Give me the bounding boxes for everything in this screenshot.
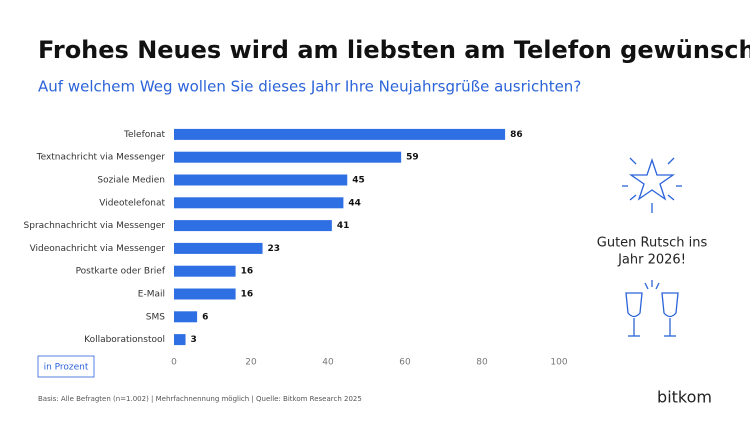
bar: [174, 197, 344, 209]
value-label: 59: [406, 153, 419, 163]
category-label: E-Mail: [138, 290, 165, 300]
bar: [174, 288, 236, 300]
x-tick-label: 0: [171, 358, 177, 368]
logo: bitkom: [657, 388, 712, 407]
value-label: 23: [268, 244, 281, 254]
bar: [174, 334, 186, 346]
category-label: Textnachricht via Messenger: [36, 153, 166, 163]
star-icon: [622, 157, 682, 213]
bar: [174, 265, 236, 277]
value-label: 45: [352, 176, 365, 186]
category-label: Kollaborationstool: [84, 335, 165, 345]
glasses-icon: [625, 280, 679, 337]
value-label: 44: [348, 198, 361, 208]
unit-box: [37, 355, 95, 378]
greeting-line: Guten Rutsch ins: [597, 236, 708, 251]
value-label: 16: [241, 267, 254, 277]
category-label: Telefonat: [123, 130, 165, 140]
greeting-line: Jahr 2026!: [617, 253, 686, 268]
chart-title: Frohes Neues wird am liebsten am Telefon…: [38, 36, 750, 64]
value-label: 86: [510, 130, 523, 140]
x-tick-label: 20: [245, 358, 257, 368]
bar: [174, 311, 198, 323]
x-tick-label: 60: [399, 358, 411, 368]
unit-note: in Prozent: [44, 363, 89, 373]
x-tick-label: 100: [550, 358, 567, 368]
chart-subtitle: Auf welchem Weg wollen Sie dieses Jahr I…: [38, 78, 581, 96]
x-tick-label: 80: [476, 358, 488, 368]
bar: [174, 220, 332, 232]
source: Basis: Alle Befragten (n=1.002) | Mehrfa…: [38, 395, 362, 403]
category-label: Soziale Medien: [97, 176, 165, 186]
category-label: SMS: [146, 312, 165, 322]
bar: [174, 242, 263, 254]
value-label: 16: [241, 290, 254, 300]
category-label: Videotelefonat: [99, 198, 165, 208]
bar: [174, 174, 348, 186]
value-label: 6: [202, 312, 208, 322]
value-label: 41: [337, 221, 350, 231]
value-label: 3: [191, 335, 197, 345]
bar: [174, 128, 506, 140]
bar: [174, 151, 402, 163]
category-label: Postkarte oder Brief: [76, 267, 166, 277]
x-tick-label: 40: [322, 358, 334, 368]
category-label: Videonachricht via Messenger: [30, 244, 166, 254]
category-label: Sprachnachricht via Messenger: [24, 221, 166, 231]
